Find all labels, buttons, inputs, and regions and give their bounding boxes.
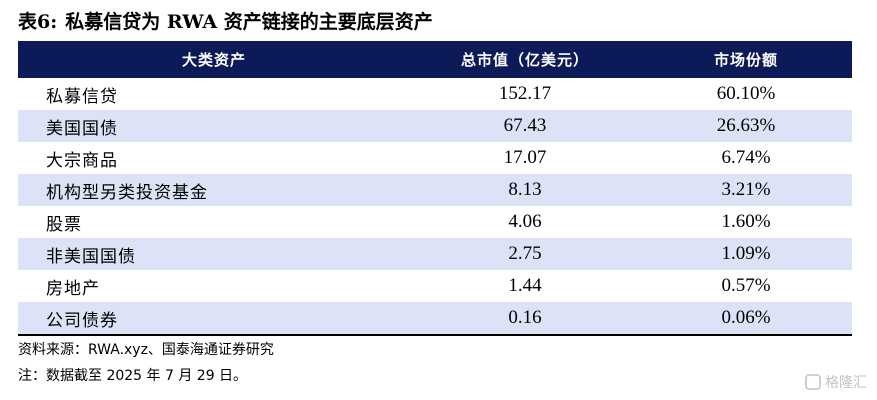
asset-cell: 股票 [46, 214, 82, 235]
asset-cell: 大宗商品 [46, 150, 118, 171]
asset-cell: 私募信贷 [46, 86, 118, 107]
table-row: 房地产 1.44 0.57% [18, 270, 852, 302]
table-header: 大类资产 总市值（亿美元） 市场份额 [18, 41, 852, 78]
share-cell: 1.60% [721, 211, 771, 232]
value-cell: 17.07 [503, 147, 547, 168]
value-cell: 0.16 [508, 307, 542, 328]
asset-cell: 非美国国债 [46, 246, 136, 267]
date-note: 注：数据截至 2025 年 7 月 29 日。 [18, 368, 248, 384]
asset-cell: 美国国债 [46, 118, 118, 139]
header-market-value: 总市值（亿美元） [460, 51, 589, 69]
header-market-share: 市场份额 [713, 51, 778, 69]
watermark-text: 格隆汇 [825, 375, 867, 391]
table-row: 私募信贷 152.17 60.10% [18, 78, 852, 110]
asset-table: 大类资产 总市值（亿美元） 市场份额 私募信贷 152.17 60.10% 美国… [18, 41, 852, 336]
asset-cell: 机构型另类投资基金 [46, 182, 208, 203]
table-row: 美国国债 67.43 26.63% [18, 110, 852, 142]
table-notes: 资料来源：RWA.xyz、国泰海通证券研究 注：数据截至 2025 年 7 月 … [18, 337, 274, 389]
table-title: 表6: 私募信贷为 RWA 资产链接的主要底层资产 [18, 8, 433, 36]
share-cell: 6.74% [721, 147, 771, 168]
table-title-text: 私募信贷为 RWA 资产链接的主要底层资产 [65, 11, 433, 33]
table-bottom-rule [18, 334, 852, 336]
table-row: 非美国国债 2.75 1.09% [18, 238, 852, 270]
table-row: 股票 4.06 1.60% [18, 206, 852, 238]
share-cell: 0.57% [721, 275, 771, 296]
table-row: 公司债券 0.16 0.06% [18, 302, 852, 334]
value-cell: 4.06 [508, 211, 542, 232]
value-cell: 67.43 [503, 115, 547, 136]
share-cell: 0.06% [721, 307, 771, 328]
value-cell: 1.44 [508, 275, 542, 296]
value-cell: 2.75 [508, 243, 542, 264]
asset-cell: 公司债券 [46, 310, 118, 331]
source-note: 资料来源：RWA.xyz、国泰海通证券研究 [18, 342, 274, 358]
table-row: 机构型另类投资基金 8.13 3.21% [18, 174, 852, 206]
value-cell: 152.17 [498, 83, 552, 104]
value-cell: 8.13 [508, 179, 542, 200]
header-asset-class: 大类资产 [181, 51, 246, 69]
asset-cell: 房地产 [46, 278, 100, 299]
share-cell: 60.10% [716, 83, 776, 104]
gelonghui-logo-icon [805, 374, 821, 390]
share-cell: 1.09% [721, 243, 771, 264]
table-number: 表6: [18, 11, 58, 33]
watermark: 格隆汇 [805, 372, 867, 392]
table-row: 大宗商品 17.07 6.74% [18, 142, 852, 174]
share-cell: 3.21% [721, 179, 771, 200]
share-cell: 26.63% [716, 115, 776, 136]
